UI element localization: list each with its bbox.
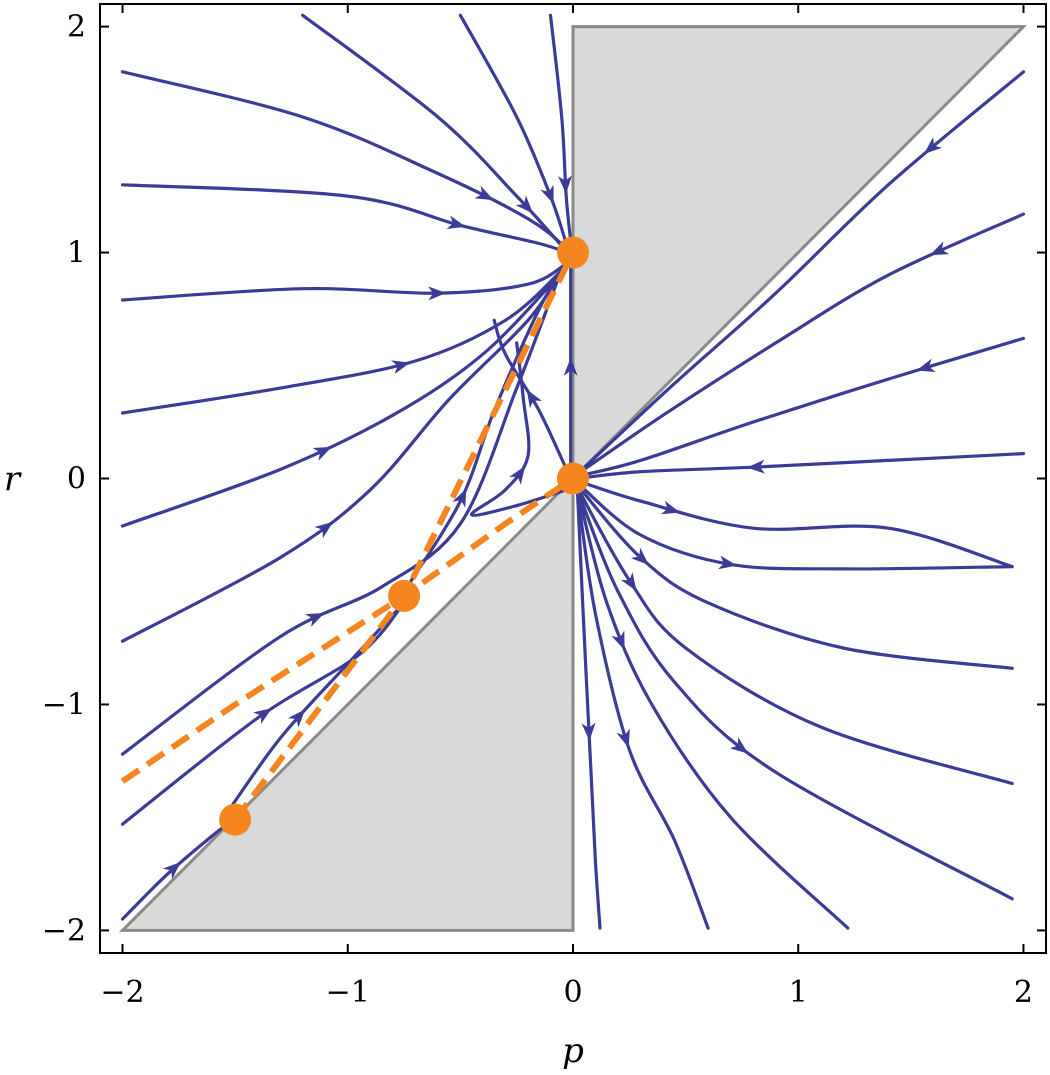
streamline — [575, 488, 850, 930]
axis-ticks — [100, 4, 1046, 953]
streamline — [575, 452, 1026, 481]
streamline — [301, 13, 564, 248]
streamline-arrow — [312, 446, 332, 461]
streamline-arrow — [616, 728, 630, 748]
y-tick-label: 0 — [67, 462, 86, 497]
streamline — [120, 269, 564, 643]
lower-region — [118, 474, 575, 932]
streamline-arrow — [305, 613, 325, 627]
streamline-arrow — [452, 488, 467, 508]
streamline-arrow — [253, 708, 272, 725]
streamline — [575, 479, 1014, 569]
streamline — [458, 13, 568, 246]
streamline — [120, 601, 406, 826]
streamline-arrow — [391, 360, 411, 374]
streamline-arrow — [630, 547, 649, 566]
y-tick-labels: −2 −1 0 1 2 — [42, 10, 86, 949]
streamline — [575, 336, 1026, 478]
x-tick-label: 2 — [1014, 975, 1033, 1010]
streamline — [120, 273, 562, 528]
streamline-arrow — [162, 861, 181, 880]
x-tick-labels: −2 −1 0 1 2 — [100, 975, 1033, 1010]
streamline — [575, 490, 602, 930]
streamline — [120, 262, 568, 302]
fixed-point — [219, 803, 252, 836]
streamline — [575, 488, 1014, 901]
x-axis-label: p — [562, 1031, 584, 1071]
streamline — [469, 341, 568, 517]
fixed-point — [388, 579, 421, 612]
x-tick-label: −2 — [100, 975, 144, 1010]
streamline-arrow — [581, 722, 596, 741]
y-tick-label: −1 — [42, 687, 86, 722]
streamline-arrow — [509, 466, 526, 485]
fixed-point — [557, 462, 589, 495]
streamline — [575, 481, 1014, 571]
streamline — [575, 483, 1014, 670]
y-tick-label: 1 — [67, 236, 86, 271]
fixed-point — [557, 236, 589, 269]
streamline-arrow — [515, 195, 534, 214]
fixed-points — [219, 236, 589, 836]
streamline-arrow — [916, 358, 936, 372]
x-tick-label: 1 — [789, 975, 808, 1010]
streamline — [120, 183, 568, 255]
streamline — [120, 70, 568, 250]
streamline — [575, 70, 1026, 476]
streamline-arrow — [717, 555, 737, 570]
y-tick-label: 2 — [67, 10, 86, 45]
streamline — [222, 601, 406, 819]
streamline-arrow — [729, 737, 749, 754]
x-tick-label: −1 — [326, 975, 370, 1010]
streamline-arrow — [474, 185, 494, 201]
streamline — [120, 269, 564, 415]
streamline-arrow — [446, 215, 466, 229]
y-axis-label: r — [4, 460, 22, 500]
streamline-arrow — [540, 184, 554, 204]
streamline-arrow — [287, 709, 306, 728]
streamline-arrow — [923, 137, 943, 154]
streamline-arrow — [660, 500, 681, 515]
streamline-arrow — [428, 286, 447, 301]
streamline-arrow — [563, 357, 578, 376]
streamline — [575, 485, 1014, 786]
streamline-arrow — [611, 630, 625, 650]
streamline-arrow — [558, 175, 573, 194]
streamlines — [120, 13, 1026, 930]
streamline — [492, 318, 571, 476]
streamline-arrow — [746, 459, 766, 474]
streamline-arrow — [526, 389, 542, 409]
streamline — [548, 13, 573, 243]
streamline-arrow — [314, 521, 334, 539]
streamline-arrow — [620, 572, 637, 592]
streamline-arrow — [929, 241, 950, 256]
y-tick-label: −2 — [42, 913, 86, 948]
upper-region — [571, 25, 1028, 483]
x-tick-label: 0 — [563, 975, 582, 1010]
